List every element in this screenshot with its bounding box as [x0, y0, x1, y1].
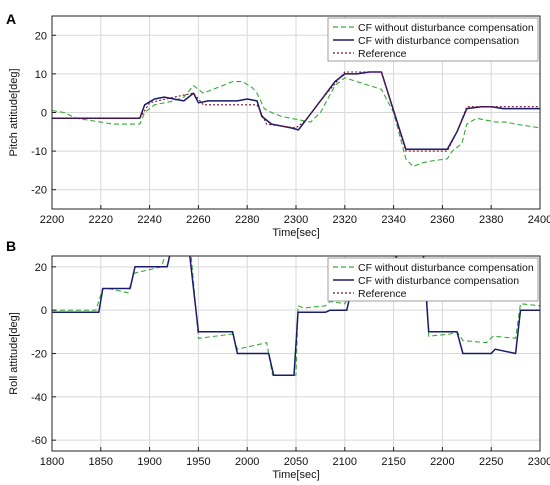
legend-box [327, 17, 539, 62]
legend-label: Reference [358, 288, 407, 300]
y-tick-label: -20 [31, 185, 47, 197]
legend-label: CF with disturbance compensation [358, 275, 519, 287]
x-tick-label: 1900 [137, 456, 161, 468]
y-tick-label: 0 [41, 305, 47, 317]
legend-label: CF without disturbance compensation [358, 262, 534, 274]
x-tick-label: 2280 [235, 214, 259, 226]
panel-B: B 1800 1850 1900 1950 2000 2050 2100 2150 2200 225… [6, 238, 550, 481]
x-tick-label: 2200 [430, 456, 454, 468]
y-tick-label: 10 [35, 69, 47, 81]
x-tick-label: 1950 [186, 456, 210, 468]
x-tick-label: 2320 [333, 214, 357, 226]
series-line-2 [52, 71, 540, 152]
legend-label: CF without disturbance compensation [358, 22, 534, 34]
x-tick-label: 2050 [284, 456, 308, 468]
x-tick-label: 2340 [381, 214, 405, 226]
x-tick-label: 2400 [528, 214, 550, 226]
y-tick-label: 20 [35, 30, 47, 42]
x-axis-label: Time[sec] [272, 227, 319, 239]
y-axis-label: Roll attitude[deg] [8, 312, 20, 395]
x-axis-label: Time[sec] [272, 469, 319, 481]
x-tick-label: 2000 [235, 456, 259, 468]
y-axis-label: Pitch attitude[deg] [8, 68, 20, 156]
x-tick-label: 2200 [40, 214, 64, 226]
x-tick-label: 2150 [381, 456, 405, 468]
y-tick-label: -20 [31, 349, 47, 361]
x-tick-label: 2260 [186, 214, 210, 226]
series-line-1 [52, 256, 540, 376]
y-tick-label: -10 [31, 146, 47, 158]
x-tick-label: 2380 [479, 214, 503, 226]
y-tick-label: -60 [31, 435, 47, 447]
x-tick-label: 2360 [430, 214, 454, 226]
x-tick-label: 1850 [89, 456, 113, 468]
panel-A: A 2200 2220 2240 2260 2280 2300 2320 2340 2360 238… [6, 11, 550, 239]
y-tick-label: -40 [31, 392, 47, 404]
x-tick-label: 2240 [137, 214, 161, 226]
x-tick-label: 2100 [333, 456, 357, 468]
x-tick-label: 2300 [284, 214, 308, 226]
y-tick-label: 20 [35, 262, 47, 274]
x-tick-label: 1800 [40, 456, 64, 468]
legend-box [327, 257, 539, 302]
x-tick-label: 2220 [89, 214, 113, 226]
legend-label: Reference [358, 48, 407, 60]
legend-label: CF with disturbance compensation [358, 35, 519, 47]
panel-letter: B [6, 238, 16, 254]
x-tick-label: 2250 [479, 456, 503, 468]
panel-letter: A [6, 11, 16, 27]
x-tick-label: 2300 [528, 456, 550, 468]
y-tick-label: 0 [41, 108, 47, 120]
